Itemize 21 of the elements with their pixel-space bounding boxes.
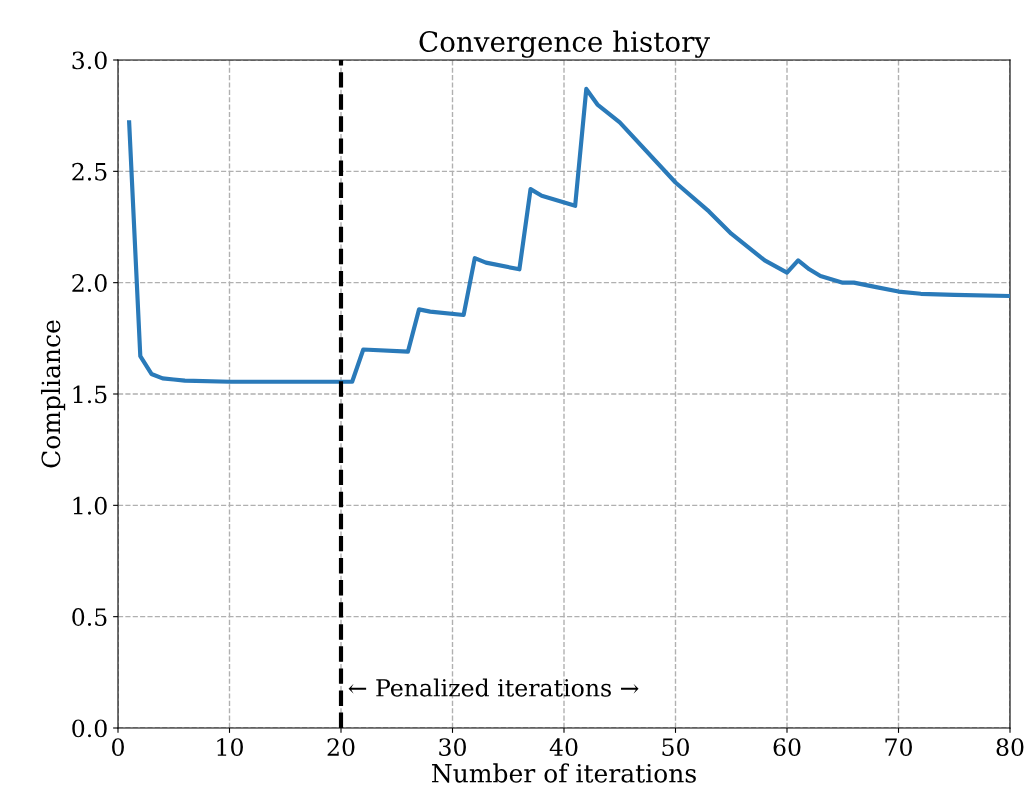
x-tick-label: 10 — [217, 738, 243, 756]
x-tick-label: 0 — [112, 738, 124, 756]
x-tick-label: 30 — [439, 738, 466, 756]
y-tick-label: 0.0 — [72, 719, 107, 738]
line-series — [127, 86, 1010, 384]
annotation: ← Penalized iterations → — [348, 678, 639, 697]
y-axis-title: Compliance — [40, 320, 66, 468]
x-tick-label: 40 — [549, 738, 578, 756]
y-tick-label: 1.5 — [73, 385, 107, 404]
y-tick-label: 1.0 — [73, 496, 107, 515]
x-tick-label: 80 — [996, 738, 1024, 756]
x-tick-label: 50 — [662, 738, 689, 756]
y-tick-label: 2.5 — [72, 162, 107, 181]
x-axis-title: Number of iterations — [432, 763, 696, 783]
x-tick-label: 60 — [773, 738, 801, 756]
chart-title: Convergence history — [419, 30, 710, 58]
x-tick-label: 70 — [885, 738, 912, 756]
y-tick-label: 2.0 — [72, 274, 107, 292]
y-tick-label: 3.0 — [72, 51, 107, 70]
y-tick-label: 0.5 — [72, 608, 107, 626]
x-tick-label: 20 — [327, 738, 355, 756]
